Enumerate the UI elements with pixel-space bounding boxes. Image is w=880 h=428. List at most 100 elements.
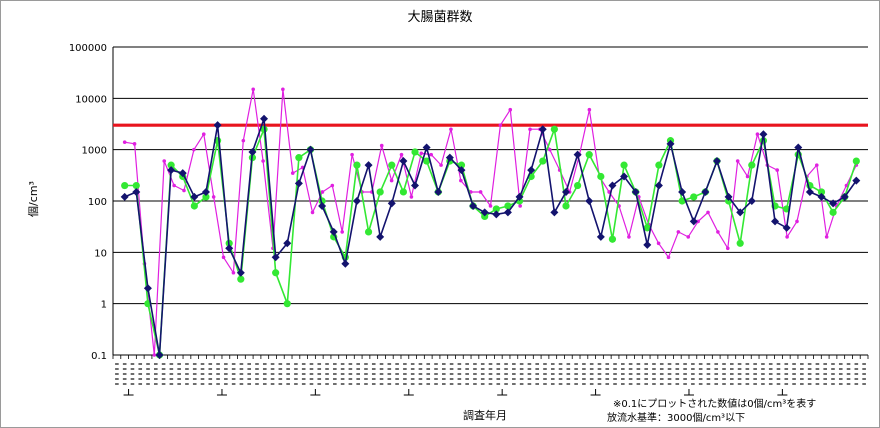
data-point (409, 195, 414, 199)
x-tick-label (418, 373, 423, 375)
x-tick-label (192, 363, 197, 365)
data-point (399, 157, 408, 166)
data-point (481, 212, 489, 221)
x-tick-label (317, 368, 322, 370)
chart-title: 大腸菌群数 (407, 10, 472, 25)
x-tick-label (348, 363, 353, 365)
x-tick-label (776, 378, 781, 380)
x-tick-label (278, 373, 283, 375)
x-tick-label (122, 368, 127, 370)
x-tick-label (177, 378, 181, 380)
x-tick-label (698, 368, 703, 370)
x-tick-label (854, 383, 859, 385)
x-tick-label (333, 368, 337, 370)
x-tick-label (519, 378, 524, 380)
x-tick-label (379, 378, 384, 380)
x-tick-label (846, 378, 851, 380)
x-tick-label (675, 383, 680, 385)
x-tick-label (473, 378, 477, 380)
data-point (439, 163, 443, 167)
x-tick-label (683, 383, 687, 385)
data-point (389, 178, 394, 183)
data-point (716, 230, 720, 234)
x-tick-label (589, 373, 594, 375)
x-tick-label (262, 383, 267, 385)
data-point (122, 140, 127, 144)
x-tick-label (831, 368, 835, 370)
data-point (654, 181, 663, 190)
x-tick-label (512, 378, 516, 380)
x-tick-label (831, 378, 835, 380)
x-tick-label (535, 383, 540, 385)
data-point (656, 241, 661, 246)
x-tick-label (496, 373, 501, 375)
x-tick-label (496, 378, 501, 380)
data-point (840, 192, 849, 201)
x-tick-label (224, 378, 228, 380)
x-tick-label (200, 373, 205, 375)
x-tick-label (761, 373, 765, 375)
x-tick-label (239, 363, 244, 365)
x-tick-label (776, 363, 781, 365)
data-point (213, 121, 222, 130)
x-tick-label (621, 373, 625, 375)
x-tick-label (403, 373, 407, 375)
x-tick-label (597, 378, 602, 380)
x-tick-label (115, 383, 119, 385)
x-tick-label (340, 368, 345, 370)
x-tick-label (395, 373, 399, 375)
x-tick-label (504, 368, 508, 370)
x-tick-label (753, 383, 757, 385)
x-tick-label (605, 378, 610, 380)
x-tick-label (527, 368, 532, 370)
x-tick-label (130, 383, 135, 385)
x-tick-label (387, 378, 392, 380)
data-point (202, 193, 210, 201)
x-tick-label (418, 383, 423, 385)
data-point (666, 255, 671, 260)
x-tick-label (800, 383, 804, 385)
x-tick-label (457, 383, 462, 385)
x-tick-label (589, 363, 594, 365)
x-tick-label (761, 363, 765, 365)
x-tick-label (146, 383, 150, 385)
x-tick-label (154, 378, 158, 380)
x-tick-label (714, 363, 719, 365)
x-tick-label (457, 363, 462, 365)
x-tick-label (753, 368, 757, 370)
x-tick-label (441, 383, 446, 385)
x-tick-label (621, 383, 625, 385)
x-tick-label (683, 378, 687, 380)
x-tick-label (255, 383, 259, 385)
data-point (248, 148, 257, 157)
x-tick-label (512, 383, 516, 385)
x-tick-label (574, 373, 578, 375)
data-point (725, 246, 730, 251)
series-line (124, 118, 857, 356)
x-tick-label (706, 363, 711, 365)
x-tick-label (698, 378, 703, 380)
x-tick-label (465, 378, 469, 380)
x-tick-label (379, 383, 384, 385)
x-tick-label (122, 373, 127, 375)
x-tick-label (815, 378, 820, 380)
data-point (686, 235, 691, 239)
x-tick-label (807, 378, 812, 380)
x-tick-label (768, 368, 773, 370)
x-tick-label (231, 368, 236, 370)
x-tick-label (294, 378, 298, 380)
x-tick-label (130, 378, 135, 380)
x-tick-label (403, 363, 407, 365)
x-tick-label (192, 368, 197, 370)
x-tick-label (691, 373, 695, 375)
x-tick-label (387, 383, 392, 385)
x-tick-label (613, 378, 617, 380)
x-tick-label (449, 383, 454, 385)
x-tick-label (862, 378, 866, 380)
data-point (689, 217, 698, 226)
x-tick-label (301, 378, 306, 380)
x-tick-label (270, 378, 275, 380)
data-point (488, 204, 493, 208)
x-tick-label (200, 363, 205, 365)
